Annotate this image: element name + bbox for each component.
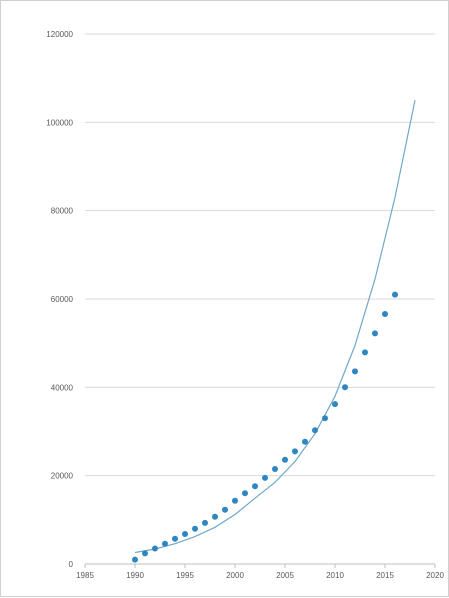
x-tick-label: 1995 [176,571,194,580]
x-tick-labels: 1985 1990 1995 2000 2005 2010 2015 2020 [76,571,444,580]
data-points-layer [132,291,398,563]
data-point [282,456,288,463]
data-point [242,490,248,497]
data-point [192,525,198,532]
data-point [372,330,378,337]
y-tick-label: 120000 [46,30,73,39]
data-point [222,506,228,513]
y-tick-label: 40000 [51,383,74,392]
x-tick-label: 2000 [226,571,244,580]
x-tick-label: 2020 [426,571,444,580]
data-point [132,556,138,563]
data-point [362,349,368,356]
y-tick-label: 0 [69,560,74,569]
axes [84,563,436,568]
data-point [172,535,178,542]
data-point [262,474,268,481]
x-tick-label: 1985 [76,571,94,580]
trendline-layer [134,100,416,554]
x-tick-label: 2005 [276,571,294,580]
data-point [202,519,208,526]
data-point [332,401,338,408]
data-point [142,550,148,557]
trendline [134,100,416,554]
x-tick-label: 2015 [376,571,394,580]
y-tick-label: 20000 [51,472,74,481]
y-tick-label: 100000 [46,118,73,127]
gridlines [85,33,435,477]
x-tick-label: 2010 [326,571,344,580]
data-point [272,466,278,472]
data-point [162,540,168,547]
y-tick-labels: 0 20000 40000 60000 80000 100000 120000 [46,30,73,569]
data-point [212,513,218,520]
data-point [292,448,298,455]
data-point [302,438,308,445]
x-tick-label: 1990 [126,571,144,580]
data-point [152,545,158,552]
data-point [312,427,318,434]
data-point [352,368,358,375]
data-point [322,415,328,422]
data-point [392,291,398,298]
y-tick-label: 80000 [51,207,74,216]
data-point [182,531,188,537]
data-point [232,497,238,504]
data-point [342,384,348,391]
data-point [382,311,388,317]
data-point [252,483,258,490]
y-tick-label: 60000 [51,295,74,304]
